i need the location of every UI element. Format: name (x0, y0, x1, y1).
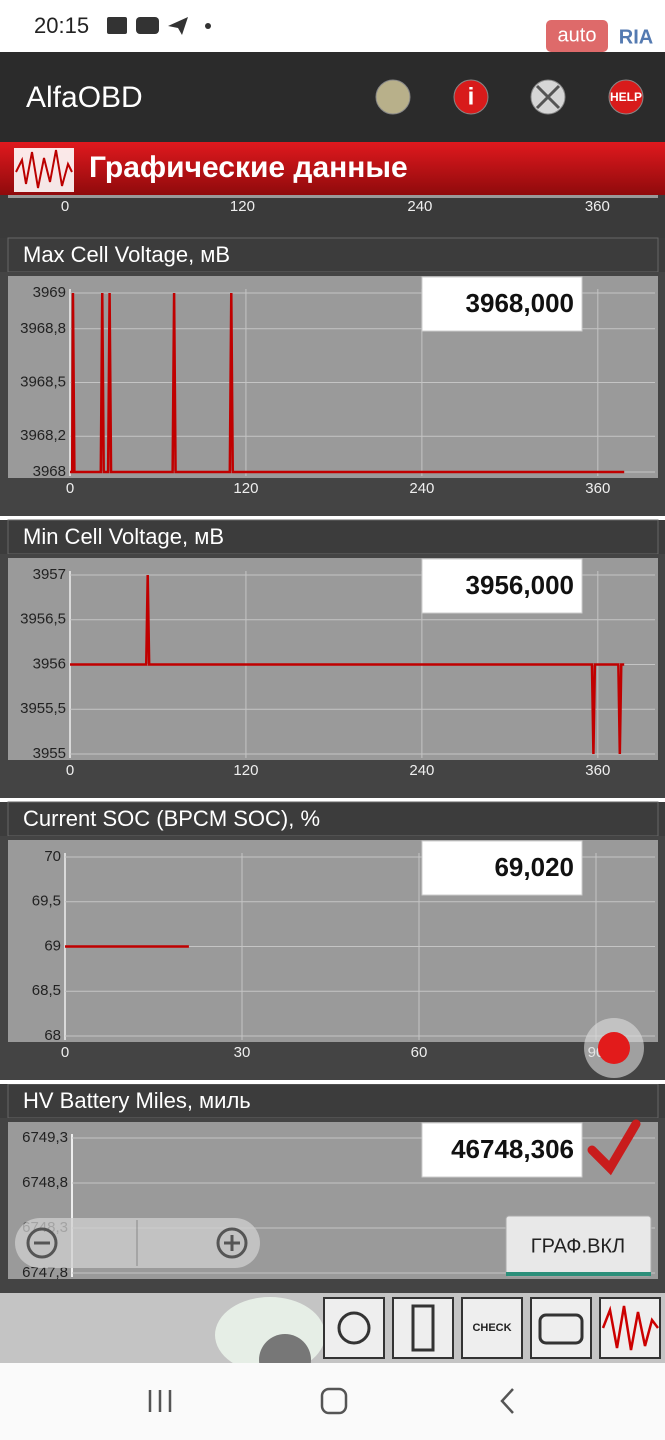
tools-glyph (535, 84, 561, 110)
x-tick-label: 0 (61, 1044, 69, 1061)
panel-remnant-plot (8, 195, 658, 198)
panel-title-bar (0, 1084, 665, 1118)
chart-panel: Current SOC (BPCM SOC), % 68 68,5 69 69,5 70 0… (0, 801, 665, 1080)
x-tick-label: 240 (409, 762, 434, 779)
chart-panel: Min Cell Voltage, мВ 3955 3955,5 3956 3956,5… (0, 519, 665, 798)
help-label: HELP (610, 90, 642, 104)
x-tick-label: 60 (411, 1044, 428, 1061)
info-glyph: i (468, 83, 475, 110)
readout-box (421, 1122, 583, 1178)
y-tick-label: 3955,5 (20, 700, 66, 717)
readout-value: 3968,000 (466, 288, 574, 318)
y-tick-label: 6749,3 (22, 1129, 68, 1146)
y-tick-label: 6747,8 (22, 1264, 68, 1281)
panel-remnant (0, 195, 665, 240)
y-tick-label: 3969 (33, 284, 66, 301)
readout-value: 69,020 (494, 852, 574, 882)
section-icon-wave (15, 149, 73, 189)
x-tick-label: 120 (230, 198, 255, 215)
data-line (70, 574, 625, 755)
panel-title-bar (0, 238, 665, 272)
y-tick-label: 69 (44, 937, 61, 954)
toolbar-button[interactable] (461, 1297, 523, 1359)
x-tick-label: 240 (407, 198, 432, 215)
y-tick-label: 3968 (33, 463, 66, 480)
x-tick-label: 120 (233, 480, 258, 497)
x-tick-label: 0 (66, 762, 74, 779)
graph-toggle-indicator (506, 1272, 651, 1276)
section-header (0, 142, 665, 195)
confirm-button[interactable] (587, 1119, 641, 1176)
toolbar-button[interactable] (323, 1297, 385, 1359)
y-tick-label: 3955 (33, 745, 66, 762)
panel-title: Max Cell Voltage, мВ (23, 242, 230, 267)
zoom-out-button[interactable] (26, 1227, 58, 1259)
x-tick-label: 30 (234, 1044, 251, 1061)
x-tick-label: 360 (585, 480, 610, 497)
x-tick-label: 360 (585, 762, 610, 779)
y-tick-label: 3968,8 (20, 320, 66, 337)
watermark-box (546, 20, 608, 52)
y-tick-label: 3968,5 (20, 373, 66, 390)
y-tick-label: 3956,5 (20, 611, 66, 628)
y-tick-label: 3957 (33, 566, 66, 583)
y-tick-label: 3968,2 (20, 427, 66, 444)
app-title: AlfaOBD (26, 81, 143, 114)
toolbar-icon (538, 1313, 584, 1345)
y-tick-label: 68,5 (32, 982, 61, 999)
toolbar-icon (601, 1305, 659, 1351)
toolbar-icon (337, 1311, 371, 1345)
x-tick-label: 0 (66, 480, 74, 497)
x-tick-label: 0 (61, 198, 69, 215)
status-icon (107, 17, 127, 34)
zoom-in-button[interactable] (216, 1227, 248, 1259)
y-tick-label: 70 (44, 848, 61, 865)
panel-title-bar (0, 802, 665, 836)
toolbar-button[interactable] (392, 1297, 454, 1359)
readout-box (421, 558, 583, 614)
x-tick-label: 120 (233, 762, 258, 779)
status-icon (136, 17, 159, 34)
y-tick-label: 68 (44, 1027, 61, 1044)
readout-box (421, 276, 583, 332)
data-line (70, 292, 625, 474)
check-label: CHECK (472, 1322, 511, 1334)
settings-button[interactable] (375, 79, 411, 115)
watermark: RIA (619, 26, 653, 48)
y-tick-label: 6748,8 (22, 1174, 68, 1191)
x-tick-label: 360 (585, 198, 610, 215)
chart-panel: Max Cell Voltage, мВ 3968 3968,2 3968,5 3968… (0, 237, 665, 516)
graph-toggle-label: ГРАФ.ВКЛ (531, 1235, 625, 1257)
help-button[interactable] (608, 79, 644, 115)
recents-button[interactable] (148, 1390, 172, 1412)
panel-title: Min Cell Voltage, мВ (23, 524, 224, 549)
readout-value: 46748,306 (451, 1134, 574, 1164)
y-tick-label: 69,5 (32, 893, 61, 910)
nav-bar (0, 1363, 665, 1440)
toolbar-icon (411, 1304, 435, 1352)
status-icon (205, 23, 211, 29)
watermark: auto (558, 24, 597, 46)
y-tick-label: 3956 (33, 655, 66, 672)
readout-value: 3956,000 (466, 570, 574, 600)
info-button[interactable] (453, 79, 489, 115)
back-button[interactable] (500, 1388, 514, 1414)
readout-box (421, 840, 583, 896)
home-button[interactable] (320, 1387, 348, 1415)
panel-title-bar (0, 520, 665, 554)
record-button[interactable] (598, 1032, 630, 1064)
section-title: Графические данные (89, 151, 408, 184)
zoom-in-glyph (224, 1235, 240, 1251)
x-tick-label: 240 (409, 480, 434, 497)
clock: 20:15 (34, 13, 89, 38)
panel-title: HV Battery Miles, миль (23, 1088, 251, 1113)
panel-title: Current SOC (BPCM SOC), % (23, 806, 320, 831)
status-icon (168, 17, 188, 35)
